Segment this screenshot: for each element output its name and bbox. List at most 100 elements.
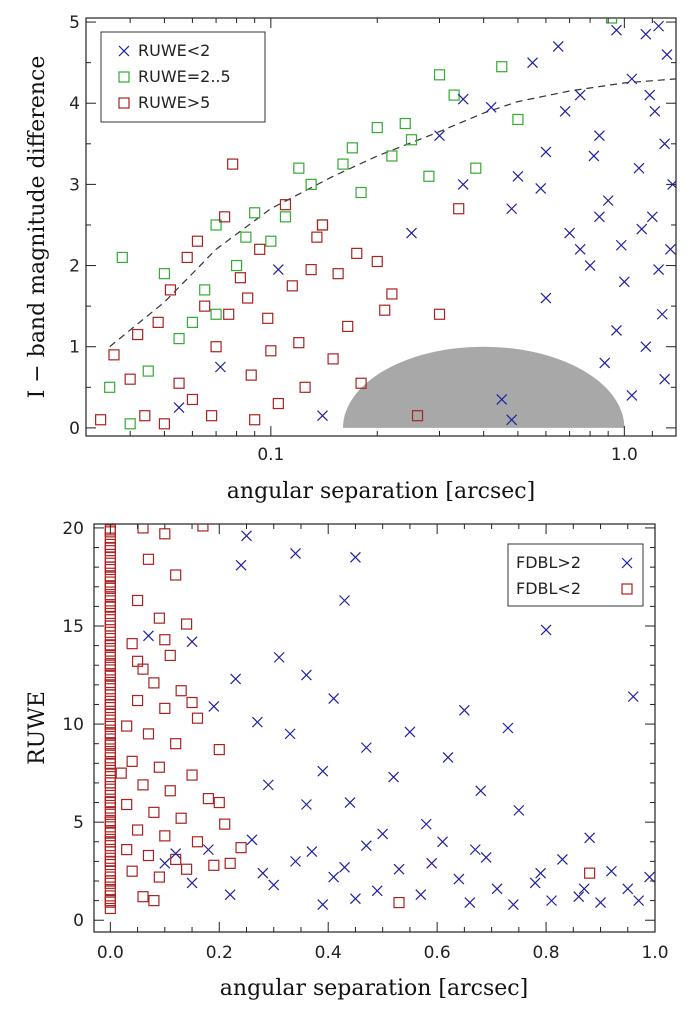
square-marker bbox=[159, 702, 171, 714]
square-marker bbox=[337, 158, 349, 170]
square-marker bbox=[197, 524, 209, 532]
cross-marker bbox=[578, 883, 590, 895]
square-marker bbox=[104, 777, 116, 789]
square-marker bbox=[148, 895, 160, 907]
square-marker bbox=[453, 203, 465, 215]
bottom-ytick-label: 10 bbox=[62, 715, 84, 735]
square-marker bbox=[242, 292, 254, 304]
square-marker bbox=[293, 162, 305, 174]
square-marker bbox=[142, 553, 155, 565]
cross-marker bbox=[257, 867, 269, 879]
square-marker bbox=[181, 251, 193, 264]
square-marker bbox=[219, 818, 231, 830]
square-marker bbox=[355, 186, 367, 199]
top-xtick-label: 1.0 bbox=[611, 445, 638, 465]
cross-marker bbox=[480, 852, 492, 863]
square-marker bbox=[104, 538, 116, 551]
top-ytick-label: 2 bbox=[69, 257, 80, 277]
cross-marker bbox=[317, 765, 329, 777]
cross-marker bbox=[611, 24, 622, 36]
bottom-axis-ticks bbox=[94, 524, 656, 932]
bottom-y-axis-title: RUWE bbox=[25, 691, 50, 765]
square-marker bbox=[286, 280, 298, 292]
square-marker bbox=[299, 381, 311, 393]
square-marker bbox=[104, 600, 116, 612]
legend-label-ruwe-lt-2: RUWE<2 bbox=[138, 41, 210, 60]
square-marker bbox=[104, 570, 116, 582]
square-marker bbox=[496, 61, 508, 73]
square-marker bbox=[104, 589, 116, 601]
cross-marker bbox=[513, 804, 525, 816]
cross-marker bbox=[593, 130, 605, 142]
square-marker bbox=[131, 594, 144, 607]
square-marker bbox=[393, 896, 405, 909]
cross-marker bbox=[317, 899, 329, 910]
cross-marker bbox=[584, 260, 596, 271]
square-marker bbox=[173, 377, 185, 389]
square-marker bbox=[159, 634, 171, 646]
square-marker bbox=[104, 738, 116, 750]
square-marker bbox=[142, 728, 155, 740]
cross-marker bbox=[615, 239, 627, 251]
cross-marker bbox=[546, 895, 557, 907]
cross-marker bbox=[574, 89, 586, 101]
square-marker bbox=[108, 349, 120, 361]
cross-marker bbox=[434, 130, 445, 142]
square-marker bbox=[126, 755, 138, 767]
square-marker bbox=[104, 833, 116, 846]
square-marker bbox=[104, 561, 116, 573]
square-marker bbox=[371, 121, 383, 134]
cross-marker bbox=[328, 693, 340, 705]
legend-label-fdbl-lt-2: FDBL<2 bbox=[516, 579, 581, 598]
square-marker bbox=[104, 640, 116, 652]
cross-marker bbox=[535, 183, 547, 194]
square-marker bbox=[142, 365, 154, 377]
cross-marker bbox=[306, 846, 318, 858]
square-marker bbox=[327, 353, 339, 365]
square-marker bbox=[104, 698, 116, 711]
square-marker bbox=[104, 884, 116, 896]
square-marker bbox=[104, 846, 116, 858]
square-marker bbox=[104, 895, 116, 907]
square-marker bbox=[104, 651, 116, 663]
top-ytick-label: 4 bbox=[69, 94, 80, 114]
square-marker bbox=[104, 727, 116, 739]
square-marker bbox=[104, 695, 116, 707]
square-marker bbox=[213, 796, 225, 809]
square-marker bbox=[208, 859, 220, 871]
exclusion-region bbox=[342, 346, 625, 428]
cross-marker bbox=[540, 146, 552, 158]
square-marker bbox=[104, 764, 116, 776]
square-marker bbox=[104, 796, 116, 809]
cross-marker bbox=[170, 848, 182, 859]
cross-marker bbox=[404, 726, 416, 738]
cross-marker bbox=[664, 243, 676, 255]
square-marker bbox=[104, 875, 116, 887]
cross-marker bbox=[159, 857, 171, 869]
cross-marker bbox=[317, 410, 328, 422]
square-marker bbox=[202, 793, 214, 805]
cross-marker bbox=[644, 89, 656, 101]
cross-marker bbox=[457, 178, 469, 190]
square-marker bbox=[386, 288, 398, 300]
cross-marker bbox=[653, 20, 665, 32]
cross-marker bbox=[602, 195, 614, 207]
square-marker bbox=[115, 767, 127, 779]
square-marker bbox=[371, 255, 383, 268]
square-marker bbox=[386, 150, 398, 162]
square-marker bbox=[311, 231, 323, 243]
cross-marker bbox=[584, 832, 596, 844]
square-marker bbox=[104, 871, 116, 883]
cross-marker bbox=[268, 879, 280, 891]
square-marker bbox=[191, 712, 204, 724]
square-marker bbox=[305, 178, 317, 190]
square-marker bbox=[104, 689, 116, 701]
square-marker bbox=[104, 777, 116, 789]
top-legend: RUWE<2 RUWE=2..5 RUWE>5 bbox=[100, 31, 266, 123]
square-marker bbox=[316, 219, 329, 231]
top-y-axis-title: I − band magnitude difference bbox=[25, 56, 50, 399]
cross-marker bbox=[273, 651, 285, 663]
top-ytick-label: 3 bbox=[69, 175, 80, 195]
top-ytick-label: 0 bbox=[69, 419, 80, 439]
top-x-axis-title: angular separation [arcsec] bbox=[227, 479, 535, 504]
